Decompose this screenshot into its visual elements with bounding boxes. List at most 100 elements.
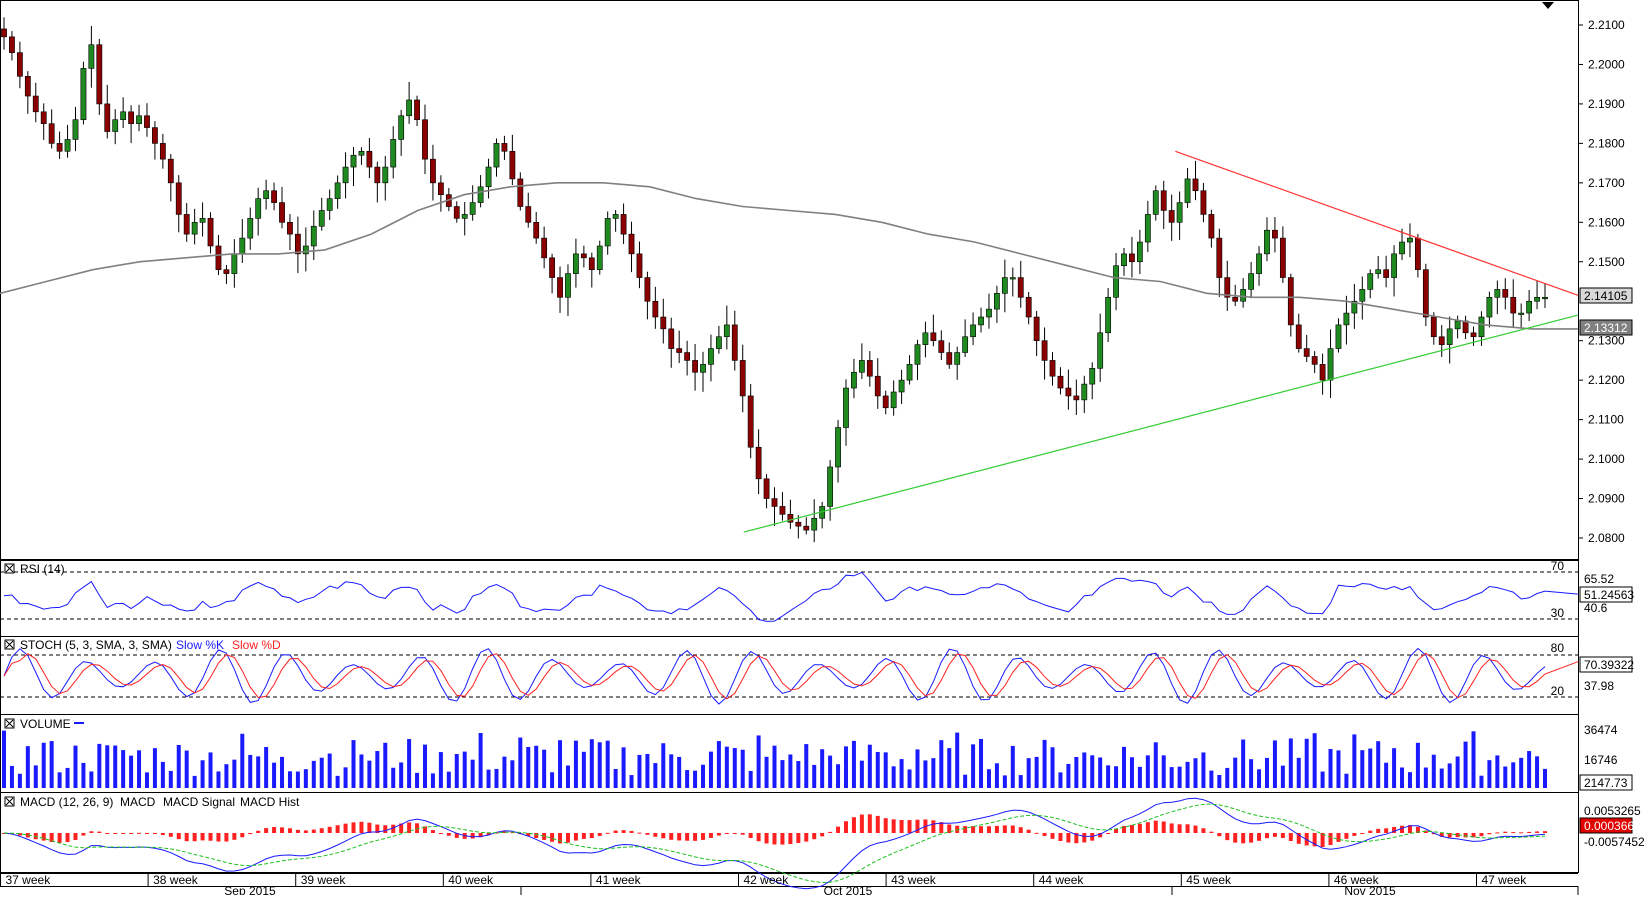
macd-hist-bar <box>1280 833 1285 838</box>
rsi-axis-label: 40.6 <box>1584 601 1608 615</box>
candle <box>549 257 555 278</box>
rsi-pane[interactable] <box>0 560 1579 637</box>
candle <box>1351 300 1358 314</box>
macd-hist-bar <box>168 833 173 837</box>
candle <box>922 332 929 345</box>
macd-hist-bar <box>899 819 904 833</box>
volume-bar <box>1376 741 1381 788</box>
macd-hist-bar <box>693 833 698 841</box>
macd-hist-bar <box>1249 833 1254 843</box>
candle <box>1009 277 1016 280</box>
candle <box>1438 336 1445 345</box>
volume-bar <box>955 732 960 788</box>
macd-hist-bar <box>828 831 833 833</box>
candle <box>223 269 230 274</box>
macd-hist-bar <box>1511 832 1516 834</box>
candle <box>962 336 969 353</box>
macd-hist-bar <box>1376 828 1381 833</box>
volume-bar <box>907 769 912 788</box>
macd-hist-bar <box>343 823 348 833</box>
volume-bar <box>137 750 142 788</box>
candle <box>1279 237 1286 278</box>
macd-hist-bar <box>1407 825 1412 833</box>
volume-indicator: VOLUME 36474 16746 2147.73 <box>2 717 1633 791</box>
volume-bar <box>1344 773 1349 788</box>
support-trendline[interactable] <box>743 314 1579 533</box>
macd-hist-bar <box>859 814 864 833</box>
volume-bar <box>105 745 110 788</box>
volume-bar <box>1447 763 1452 788</box>
volume-bar <box>693 770 698 788</box>
volume-bar <box>986 769 991 788</box>
volume-bar <box>486 769 491 788</box>
macd-hist-bar <box>1209 831 1214 833</box>
resistance-trendline[interactable] <box>1175 150 1579 296</box>
volume-bar <box>828 755 833 788</box>
macd-hist-bar <box>1471 833 1476 838</box>
volume-bar <box>875 751 880 788</box>
candlestick-series <box>1 17 1548 543</box>
volume-bar <box>1169 767 1174 788</box>
macd-hist-bar <box>1034 832 1039 834</box>
macd-hist-bar <box>788 833 793 845</box>
month-label: Nov 2015 <box>1344 884 1396 895</box>
macd-hist-bar <box>303 830 308 833</box>
macd-hist-bar <box>907 820 912 833</box>
candle <box>1144 214 1151 243</box>
volume-bar <box>1503 766 1508 788</box>
volume-bar <box>280 756 285 788</box>
macd-hist-bar <box>1201 828 1206 833</box>
macd-hist-bar <box>1320 833 1325 847</box>
macd-hist-bar <box>232 833 237 840</box>
candle <box>477 186 484 203</box>
candle <box>851 371 857 389</box>
rsi-current-value: 51.24563 <box>1584 588 1634 602</box>
candle <box>334 182 341 199</box>
price-pane[interactable] <box>0 0 1579 560</box>
macd-hist-bar <box>1400 825 1405 833</box>
candle <box>1391 253 1397 278</box>
macd-hist-bar <box>41 833 46 841</box>
candle <box>708 348 714 365</box>
price-axis-label: 2.0900 <box>1588 492 1625 506</box>
macd-hist-bar <box>470 833 475 839</box>
candle <box>16 52 23 77</box>
macd-hist-bar <box>97 831 102 833</box>
macd-hist-bar <box>1535 831 1540 833</box>
macd-hist-bar <box>716 833 721 836</box>
candle <box>120 111 127 121</box>
macd-pane[interactable] <box>0 792 1579 873</box>
macd-hist-bar <box>685 833 690 841</box>
volume-bar <box>97 743 102 788</box>
candle <box>453 206 460 219</box>
candle <box>676 348 683 353</box>
volume-bar <box>1129 757 1134 788</box>
volume-bar <box>430 773 435 788</box>
macd-hist-bar <box>438 833 443 834</box>
candle <box>136 115 142 124</box>
candle <box>1168 210 1175 223</box>
macd-hist-bar <box>1344 833 1349 839</box>
chevron-down-icon[interactable] <box>1542 2 1554 9</box>
price-axis-label: 2.1800 <box>1588 136 1625 150</box>
sma-value-tag: 2.13312 <box>1579 319 1633 336</box>
volume-bar <box>224 764 229 788</box>
candle <box>366 150 373 168</box>
candle <box>263 190 270 199</box>
candle <box>1033 316 1040 341</box>
candle <box>1232 296 1239 302</box>
macd-hist-bar <box>121 833 126 834</box>
volume-bar <box>1050 747 1055 788</box>
volume-bar <box>526 746 531 788</box>
macd-hist-bar <box>1145 822 1150 833</box>
macd-hist-bar <box>955 825 960 833</box>
volume-bar <box>685 770 690 788</box>
candle <box>978 316 984 326</box>
candle <box>32 95 39 113</box>
macd-hist-bar <box>1106 833 1111 834</box>
volume-bar <box>494 768 499 788</box>
candle <box>191 222 198 235</box>
volume-bar <box>796 761 801 788</box>
